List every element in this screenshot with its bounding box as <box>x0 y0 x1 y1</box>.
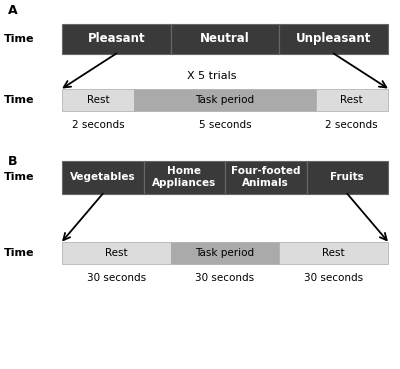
Bar <box>279 24 388 54</box>
Text: Time: Time <box>4 34 34 44</box>
Text: Rest: Rest <box>87 94 110 105</box>
Bar <box>62 242 171 264</box>
Text: Fruits: Fruits <box>330 172 364 182</box>
Text: 5 seconds: 5 seconds <box>199 120 251 130</box>
Bar <box>62 161 144 194</box>
Bar <box>144 161 225 194</box>
Bar <box>306 161 388 194</box>
Text: Rest: Rest <box>322 248 345 258</box>
Bar <box>316 89 388 111</box>
Text: Rest: Rest <box>340 94 363 105</box>
Text: Neutral: Neutral <box>200 32 250 45</box>
Bar <box>225 161 306 194</box>
Text: X 5 trials: X 5 trials <box>187 70 237 81</box>
Bar <box>279 242 388 264</box>
Text: A: A <box>8 4 18 17</box>
Bar <box>171 242 279 264</box>
Text: Time: Time <box>4 94 34 105</box>
Text: B: B <box>8 155 18 168</box>
Text: 2 seconds: 2 seconds <box>72 120 124 130</box>
Bar <box>62 24 171 54</box>
Bar <box>62 89 134 111</box>
Text: 30 seconds: 30 seconds <box>87 273 146 283</box>
Text: Pleasant: Pleasant <box>88 32 145 45</box>
Text: Home
Appliances: Home Appliances <box>152 166 216 188</box>
Text: Task period: Task period <box>196 248 254 258</box>
Text: Time: Time <box>4 248 34 258</box>
Bar <box>134 89 316 111</box>
Text: Task period: Task period <box>196 94 254 105</box>
Text: Vegetables: Vegetables <box>70 172 136 182</box>
Text: 30 seconds: 30 seconds <box>304 273 363 283</box>
Bar <box>171 24 279 54</box>
Text: Rest: Rest <box>105 248 128 258</box>
Text: Time: Time <box>4 172 34 182</box>
Text: Unpleasant: Unpleasant <box>296 32 371 45</box>
Text: Four-footed
Animals: Four-footed Animals <box>231 166 300 188</box>
Text: 30 seconds: 30 seconds <box>196 273 254 283</box>
Text: 2 seconds: 2 seconds <box>326 120 378 130</box>
